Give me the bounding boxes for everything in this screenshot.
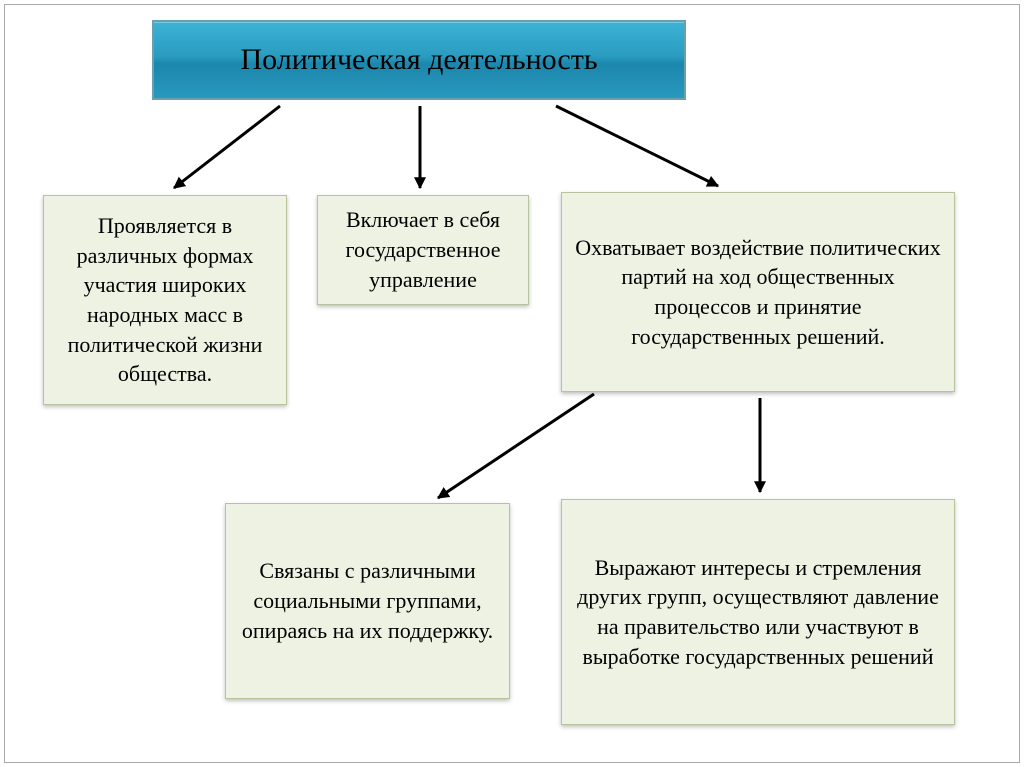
node-text: Охватывает воздействие политических парт…: [574, 233, 942, 352]
node-state-governance: Включает в себя государственное управлен…: [317, 195, 529, 305]
node-text: Выражают интересы и стремления других гр…: [574, 553, 942, 672]
node-text: Включает в себя государственное управлен…: [330, 205, 516, 294]
node-forms-of-participation: Проявляется в различных формах участия ш…: [43, 195, 287, 405]
node-party-influence: Охватывает воздействие политических парт…: [561, 192, 955, 392]
node-social-groups: Связаны с различными социальными группам…: [225, 503, 510, 699]
title-text: Политическая деятельность: [240, 43, 597, 77]
title-box: Политическая деятельность: [152, 20, 686, 100]
node-text: Проявляется в различных формах участия ш…: [56, 211, 274, 389]
node-text: Связаны с различными социальными группам…: [238, 556, 497, 645]
node-group-interests: Выражают интересы и стремления других гр…: [561, 499, 955, 725]
